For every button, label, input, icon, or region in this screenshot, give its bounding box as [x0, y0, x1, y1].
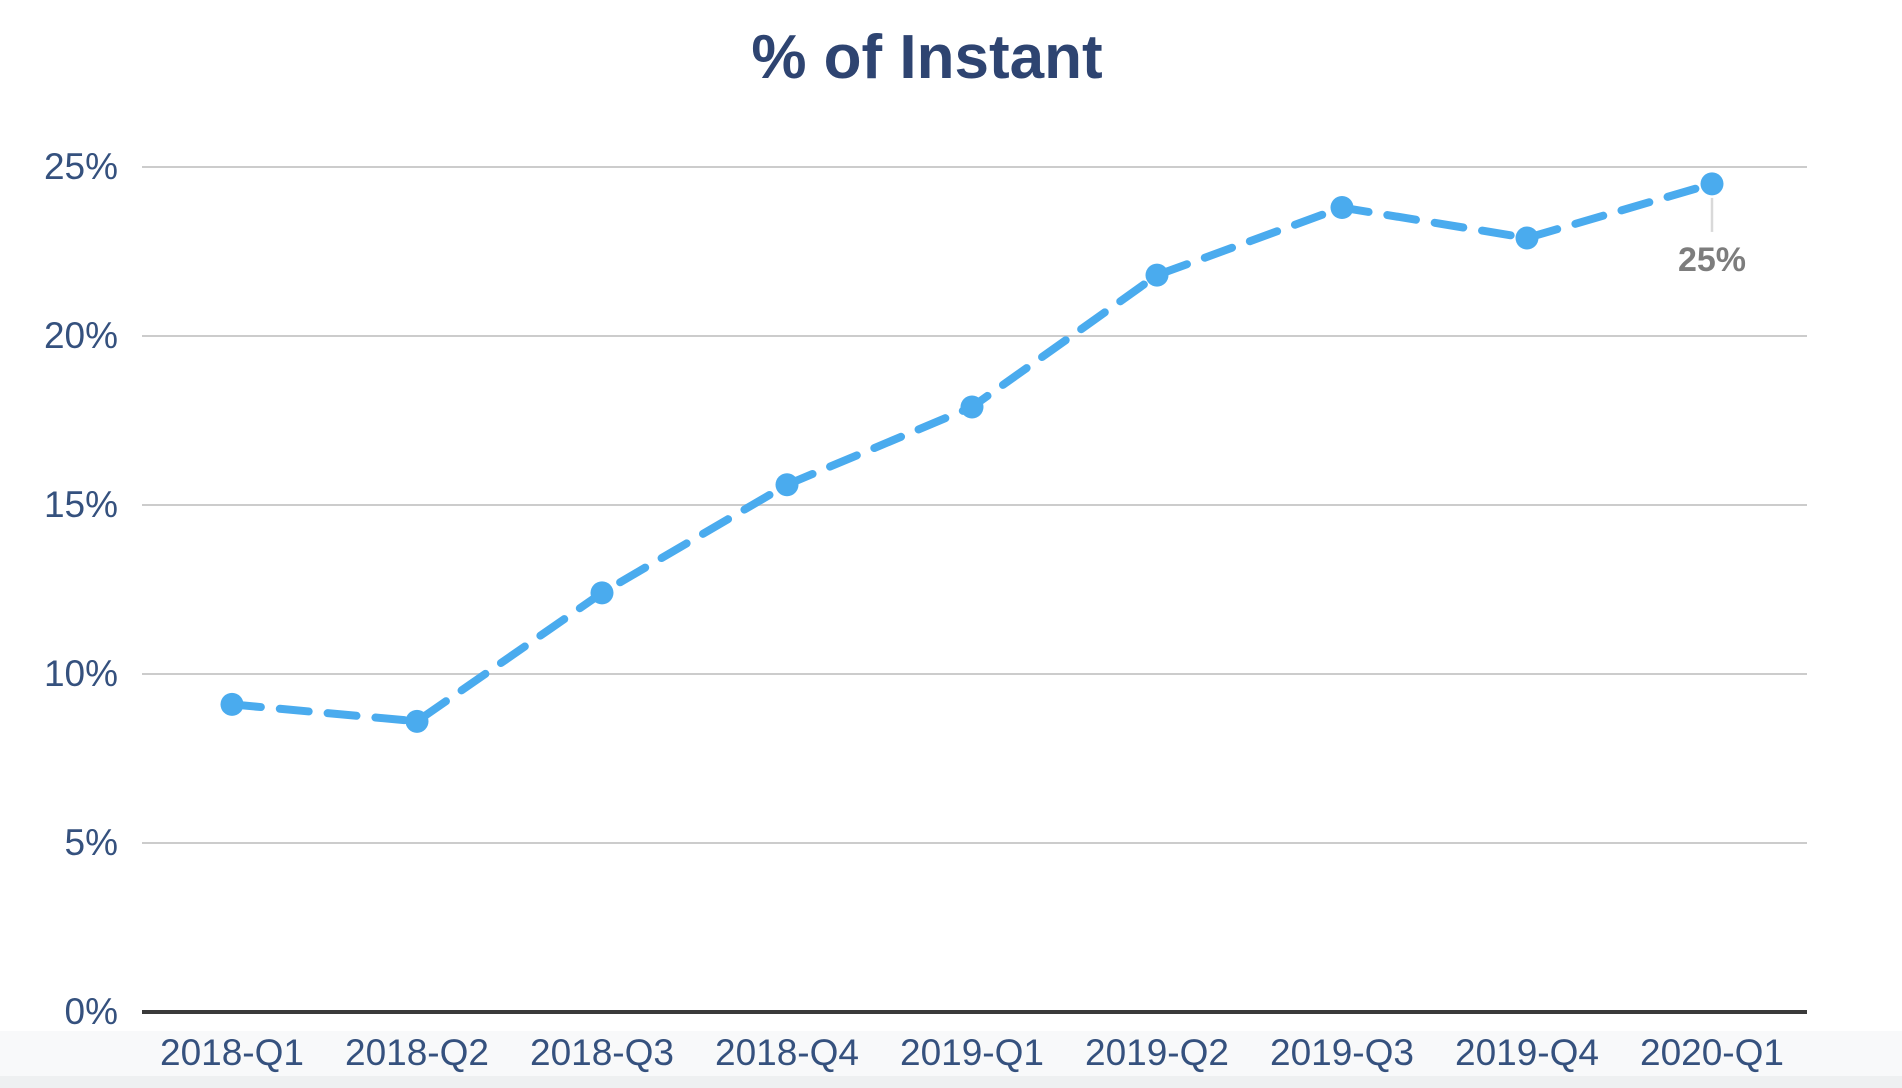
x-tick-label: 2018-Q4: [715, 1032, 859, 1073]
data-point-marker[interactable]: [220, 692, 244, 716]
x-tick-label: 2020-Q1: [1640, 1032, 1784, 1073]
y-tick-label: 0%: [64, 991, 118, 1032]
data-point-marker[interactable]: [1330, 196, 1354, 220]
trend-line: [228, 179, 1716, 726]
chart-title: % of Instant: [751, 23, 1103, 92]
x-tick-label: 2019-Q4: [1455, 1032, 1599, 1073]
data-point-marker[interactable]: [405, 709, 429, 733]
y-tick-label: 25%: [43, 146, 118, 187]
x-tick-label: 2018-Q2: [345, 1032, 489, 1073]
x-tick-label: 2018-Q1: [160, 1032, 304, 1073]
y-tick-label: 10%: [43, 653, 118, 694]
data-point-marker[interactable]: [1700, 172, 1724, 196]
y-tick-label: 5%: [64, 822, 118, 863]
data-point-marker[interactable]: [1515, 226, 1539, 250]
y-tick-label: 20%: [43, 315, 118, 356]
data-point-marker[interactable]: [960, 395, 984, 419]
footer-strip: [0, 1076, 1902, 1088]
last-point-value-label: 25%: [1677, 240, 1747, 279]
x-tick-label: 2018-Q3: [530, 1032, 674, 1073]
y-tick-label: 15%: [43, 484, 118, 525]
data-point-marker[interactable]: [590, 581, 614, 605]
data-point-marker[interactable]: [775, 473, 799, 497]
data-point-marker[interactable]: [1145, 263, 1169, 287]
x-tick-label: 2019-Q3: [1270, 1032, 1414, 1073]
x-tick-label: 2019-Q1: [900, 1032, 1044, 1073]
x-tick-label: 2019-Q2: [1085, 1032, 1229, 1073]
